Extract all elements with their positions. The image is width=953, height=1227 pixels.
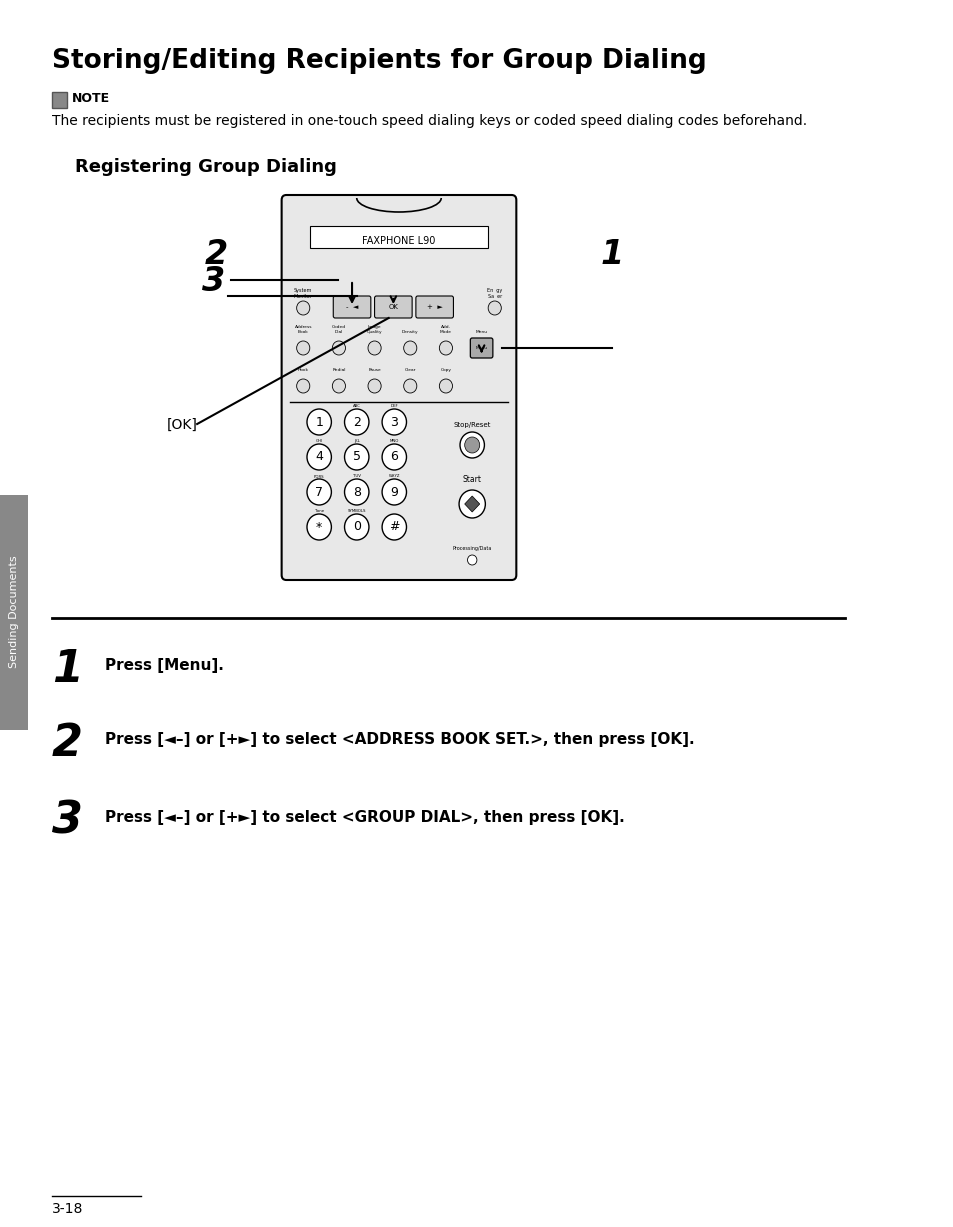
Text: 1: 1 [51,648,83,691]
Text: NOTE: NOTE [72,92,111,106]
Text: TUV: TUV [353,474,360,479]
Circle shape [488,301,500,315]
Text: SYMBOLS: SYMBOLS [347,509,366,513]
Text: [OK]: [OK] [167,418,198,432]
Circle shape [296,379,310,393]
Text: Address
Book: Address Book [294,325,312,334]
Bar [310,226,488,248]
FancyBboxPatch shape [470,337,493,358]
Text: 3-18: 3-18 [51,1202,83,1216]
Text: Density: Density [401,330,418,334]
Circle shape [307,514,331,540]
Text: 1: 1 [314,416,323,428]
Text: Press [Menu].: Press [Menu]. [105,658,224,672]
Text: Add.
Mode: Add. Mode [439,325,452,334]
Text: 1: 1 [600,238,623,271]
Text: 5: 5 [353,450,360,464]
Circle shape [368,379,381,393]
Circle shape [344,514,369,540]
Text: 0: 0 [353,520,360,534]
Bar [0,494,29,730]
FancyBboxPatch shape [375,296,412,318]
Circle shape [439,379,452,393]
Text: 6: 6 [390,450,397,464]
Polygon shape [51,92,67,108]
Text: ABC: ABC [353,404,360,409]
Circle shape [332,379,345,393]
Text: Copy: Copy [440,368,451,372]
Text: System
Monitor: System Monitor [294,288,313,299]
Text: MNO: MNO [389,439,398,443]
Circle shape [296,301,310,315]
Text: Coded
Dial: Coded Dial [332,325,346,334]
Circle shape [464,437,479,453]
Text: 3: 3 [390,416,397,428]
Text: 8: 8 [353,486,360,498]
FancyBboxPatch shape [416,296,453,318]
Text: Menu: Menu [476,346,487,350]
Circle shape [344,444,369,470]
Circle shape [458,490,485,518]
Text: 2: 2 [205,238,228,271]
Text: Registering Group Dialing: Registering Group Dialing [75,158,336,175]
Text: Clear: Clear [404,368,416,372]
Text: JKL: JKL [354,439,359,443]
Text: Press [◄–] or [+►] to select <ADDRESS BOOK SET.>, then press [OK].: Press [◄–] or [+►] to select <ADDRESS BO… [105,733,694,747]
Text: FAXPHONE L90: FAXPHONE L90 [362,236,436,245]
Circle shape [382,409,406,436]
Text: Pause: Pause [368,368,380,372]
Circle shape [403,341,416,355]
Text: Redial: Redial [332,368,345,372]
Text: Stop/Reset: Stop/Reset [453,422,491,428]
Text: #: # [389,520,399,534]
Circle shape [307,409,331,436]
Text: Press [◄–] or [+►] to select <GROUP DIAL>, then press [OK].: Press [◄–] or [+►] to select <GROUP DIAL… [105,810,624,825]
Text: PQRS: PQRS [314,474,324,479]
Text: Start: Start [462,475,481,483]
Circle shape [403,379,416,393]
Circle shape [439,341,452,355]
Text: Sending Documents: Sending Documents [10,556,19,669]
FancyBboxPatch shape [281,195,516,580]
Text: En  gy
Sa  er: En gy Sa er [487,288,502,299]
Text: 2: 2 [353,416,360,428]
Circle shape [296,341,310,355]
Text: Hook: Hook [297,368,309,372]
Text: 3: 3 [202,265,225,298]
Polygon shape [464,496,479,512]
Text: GHI: GHI [315,439,322,443]
Circle shape [307,444,331,470]
Circle shape [382,514,406,540]
Circle shape [368,341,381,355]
Circle shape [332,341,345,355]
Text: WXYZ: WXYZ [388,474,399,479]
Text: 7: 7 [314,486,323,498]
Text: Storing/Editing Recipients for Group Dialing: Storing/Editing Recipients for Group Dia… [51,48,705,74]
Circle shape [344,479,369,506]
Circle shape [382,444,406,470]
Text: Tone: Tone [314,509,323,513]
Circle shape [382,479,406,506]
Text: Processing/Data: Processing/Data [452,546,492,551]
Circle shape [467,555,476,564]
Circle shape [459,432,484,458]
Text: Menu: Menu [476,330,487,334]
Text: *: * [315,520,322,534]
Text: 9: 9 [390,486,397,498]
Text: 4: 4 [314,450,323,464]
Text: -  ◄: - ◄ [346,304,358,310]
Text: 2: 2 [51,721,83,764]
Text: DEF: DEF [390,404,397,409]
Circle shape [344,409,369,436]
Circle shape [307,479,331,506]
Text: OK: OK [388,304,397,310]
Text: Image
Quality: Image Quality [366,325,382,334]
Text: 3: 3 [51,800,83,843]
Text: +  ►: + ► [426,304,442,310]
FancyBboxPatch shape [333,296,371,318]
Text: The recipients must be registered in one-touch speed dialing keys or coded speed: The recipients must be registered in one… [51,114,806,128]
